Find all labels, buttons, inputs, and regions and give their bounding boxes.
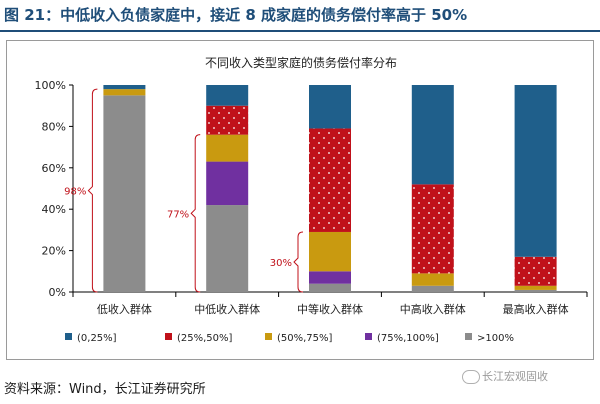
annotation-bracket [87,88,98,293]
legend-swatch [165,333,172,340]
bar-segment [309,231,351,272]
legend-label: (0,25%] [77,333,117,344]
annotation-bracket [190,134,201,293]
annotation-label: 30% [270,258,292,269]
bar-segment [309,128,351,232]
bar-segment [206,205,249,292]
bar-segment [103,95,146,292]
x-tick-label: 最高收入群体 [503,302,569,316]
annotation-bracket [293,231,304,293]
x-tick-label: 中低收入群体 [194,302,260,316]
legend-label: >100% [477,333,514,344]
stacked-bar-chart: 0% 20% 40% 60% 80% 100% 低收入群体 中低收入群体 中等收入群体 中高收入群… [35,79,588,344]
x-tick-label: 中高收入群体 [400,302,466,316]
y-tick-label: 80% [42,120,66,133]
bar-segment [411,85,454,185]
bar-segment [514,256,557,286]
bar-segment [103,89,146,96]
legend-swatch [365,333,372,340]
annotation-label: 77% [167,209,189,220]
bar-segment [309,85,351,129]
bar-segment [206,105,249,135]
wechat-icon [462,370,480,384]
y-tick-label: 100% [35,79,66,92]
figure-source: 资料来源：Wind，长江证券研究所 [4,382,206,397]
bar-segment [206,85,249,106]
watermark-text: 长江宏观固收 [482,370,548,383]
y-tick-label: 40% [42,203,66,216]
legend-label: (50%,75%] [277,333,333,344]
bar-segment [309,283,351,292]
legend-swatch [265,333,272,340]
chart-container: 不同收入类型家庭的债务偿付率分布 0% 20% 40% 60% 80% 100% 低收入群体… [6,40,594,360]
y-tick-label: 60% [42,162,66,175]
bar-segment [103,85,146,90]
x-tick-label: 低收入群体 [97,302,152,316]
bar-segment [309,271,351,284]
bar-segment [206,161,249,206]
bar-segment [514,85,557,257]
legend-label: (75%,100%] [377,333,439,344]
bar-segment [411,285,454,292]
x-tick-label: 中等收入群体 [297,302,363,316]
bar-segment [411,184,454,274]
bar-segment [514,289,557,292]
figure-title: 图 21：中低收入负债家庭中，接近 8 成家庭的债务偿付率高于 50% [4,6,468,24]
chart-title: 不同收入类型家庭的债务偿付率分布 [204,56,397,70]
annotation-label: 98% [64,187,86,198]
bar-segment [206,134,249,162]
legend-label: (25%,50%] [177,333,233,344]
bar-segment [514,285,557,290]
bar-segment [411,273,454,286]
y-tick-label: 20% [42,245,66,258]
legend-swatch [465,333,472,340]
y-tick-label: 0% [49,286,66,299]
figure-header: 图 21：中低收入负债家庭中，接近 8 成家庭的债务偿付率高于 50% [0,0,600,32]
watermark: 长江宏观固收 [462,368,548,384]
legend-swatch [65,333,72,340]
